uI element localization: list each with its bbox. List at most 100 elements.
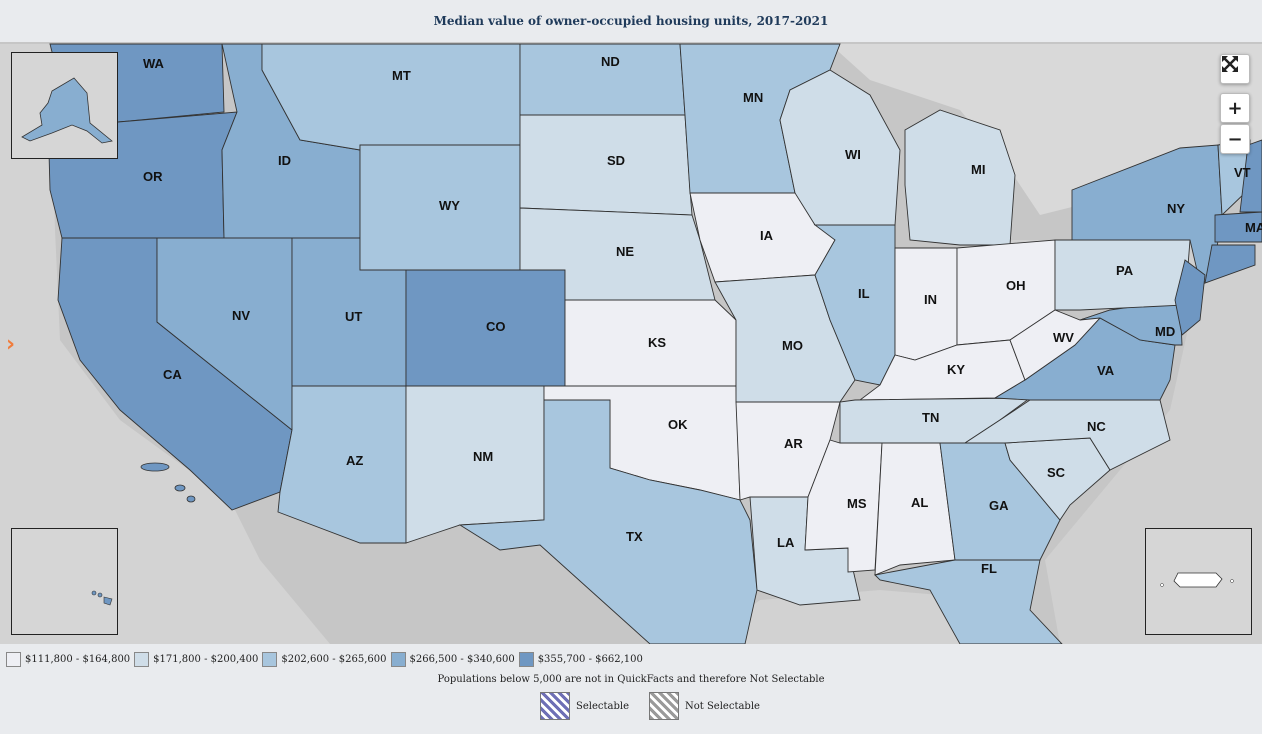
state-label: MI bbox=[971, 162, 985, 177]
legend: $111,800 - $164,800 $171,800 - $200,400 $2… bbox=[0, 644, 1262, 734]
state-label: NC bbox=[1087, 419, 1106, 434]
state-label: WI bbox=[845, 147, 861, 162]
zoom-out-icon: − bbox=[1227, 128, 1243, 150]
state-label: AZ bbox=[346, 453, 363, 468]
alaska-shape bbox=[21, 77, 113, 144]
state-label: MO bbox=[782, 338, 803, 353]
state-label: MS bbox=[847, 496, 867, 511]
state-label: CA bbox=[163, 367, 182, 382]
state-label: WA bbox=[143, 56, 165, 71]
state-label: MD bbox=[1155, 324, 1175, 339]
state-label: ND bbox=[601, 54, 620, 69]
state-label: TN bbox=[922, 410, 939, 425]
legend-bins: $111,800 - $164,800 $171,800 - $200,400 $2… bbox=[6, 652, 647, 667]
state-label: KS bbox=[648, 335, 666, 350]
panel-toggle-chevron-icon[interactable]: › bbox=[6, 332, 16, 357]
legend-label: $111,800 - $164,800 bbox=[25, 654, 131, 665]
not-selectable-swatch bbox=[648, 692, 679, 720]
zoom-in-button[interactable]: + bbox=[1220, 93, 1250, 123]
hawaii-inset[interactable] bbox=[11, 528, 118, 635]
state-label: ID bbox=[278, 153, 291, 168]
state-label: IL bbox=[858, 286, 870, 301]
legend-label: $171,800 - $200,400 bbox=[153, 654, 259, 665]
state-nh[interactable] bbox=[1239, 139, 1262, 213]
channel-island bbox=[174, 484, 186, 492]
state-mt[interactable] bbox=[261, 43, 521, 151]
legend-swatch bbox=[134, 652, 150, 667]
state-label: NM bbox=[473, 449, 493, 464]
legend-swatch bbox=[6, 652, 21, 667]
state-label: OK bbox=[668, 417, 688, 432]
state-ct[interactable] bbox=[1204, 244, 1256, 284]
selectable-swatch bbox=[540, 692, 570, 720]
legend-label: $355,700 - $662,100 bbox=[537, 654, 643, 665]
selectability-note: Populations below 5,000 are not in Quick… bbox=[437, 674, 825, 685]
state-label: WV bbox=[1053, 330, 1074, 345]
state-label: WY bbox=[439, 198, 460, 213]
hawaii-shape bbox=[91, 590, 113, 606]
legend-label: $202,600 - $265,600 bbox=[281, 654, 387, 665]
state-label: SD bbox=[607, 153, 625, 168]
state-label: MA bbox=[1245, 220, 1262, 235]
state-label: OH bbox=[1006, 278, 1026, 293]
zoom-in-icon: + bbox=[1227, 97, 1243, 119]
selectable-label: Selectable bbox=[576, 700, 629, 712]
state-label: AR bbox=[784, 436, 803, 451]
title-bar: Median value of owner-occupied housing u… bbox=[0, 0, 1262, 42]
map-title: Median value of owner-occupied housing u… bbox=[433, 14, 829, 28]
legend-swatch bbox=[518, 652, 534, 667]
state-label: NV bbox=[232, 308, 250, 323]
state-label: OR bbox=[143, 169, 163, 184]
state-nc[interactable] bbox=[963, 399, 1171, 471]
state-label: TX bbox=[626, 529, 643, 544]
state-fl[interactable] bbox=[874, 559, 1063, 644]
state-az[interactable] bbox=[277, 385, 407, 544]
pacific-water bbox=[0, 44, 330, 644]
state-label: IA bbox=[760, 228, 774, 243]
state-label: IN bbox=[924, 292, 937, 307]
not-selectable-label: Not Selectable bbox=[684, 700, 760, 712]
legend-swatch bbox=[262, 652, 278, 667]
fullscreen-button[interactable] bbox=[1220, 54, 1250, 84]
state-label: VT bbox=[1234, 165, 1251, 180]
state-label: NY bbox=[1167, 201, 1185, 216]
legend-swatch bbox=[390, 652, 406, 667]
state-label: MN bbox=[743, 90, 763, 105]
channel-island bbox=[186, 495, 196, 503]
legend-item[interactable]: $111,800 - $164,800 bbox=[6, 652, 130, 667]
state-label: MT bbox=[392, 68, 411, 83]
state-label: KY bbox=[947, 362, 965, 377]
legend-item[interactable]: $202,600 - $265,600 bbox=[262, 652, 387, 667]
state-label: UT bbox=[345, 309, 362, 324]
state-label: PA bbox=[1116, 263, 1134, 278]
state-tx[interactable] bbox=[458, 399, 758, 644]
map-svg[interactable]: WA OR CA ID NV UT MT WY AZ CO NM ND SD N… bbox=[0, 42, 1262, 644]
state-label: VA bbox=[1097, 363, 1115, 378]
legend-item[interactable]: $355,700 - $662,100 bbox=[518, 652, 643, 667]
state-label: FL bbox=[981, 561, 997, 576]
state-mi[interactable] bbox=[904, 109, 1016, 246]
channel-island bbox=[140, 462, 170, 472]
state-nj[interactable] bbox=[1174, 259, 1206, 336]
map-canvas[interactable]: WA OR CA ID NV UT MT WY AZ CO NM ND SD N… bbox=[0, 42, 1262, 644]
puerto-rico-inset[interactable] bbox=[1145, 528, 1252, 635]
puerto-rico-shape bbox=[1160, 572, 1234, 588]
selectability-key: Selectable Not Selectable bbox=[540, 692, 760, 720]
legend-item[interactable]: $266,500 - $340,600 bbox=[390, 652, 515, 667]
state-label: GA bbox=[989, 498, 1009, 513]
legend-item[interactable]: $171,800 - $200,400 bbox=[134, 652, 258, 667]
state-sd[interactable] bbox=[519, 114, 693, 216]
state-al[interactable] bbox=[874, 442, 956, 576]
state-nm[interactable] bbox=[405, 385, 545, 544]
alaska-inset[interactable] bbox=[11, 52, 118, 159]
state-label: CO bbox=[486, 319, 506, 334]
great-lakes-water bbox=[830, 44, 1262, 215]
fullscreen-icon bbox=[1222, 56, 1238, 72]
zoom-out-button[interactable]: − bbox=[1220, 124, 1250, 154]
legend-label: $266,500 - $340,600 bbox=[409, 654, 515, 665]
state-label: AL bbox=[911, 495, 928, 510]
state-label: SC bbox=[1047, 465, 1066, 480]
state-ma[interactable] bbox=[1214, 211, 1262, 243]
state-label: LA bbox=[777, 535, 795, 550]
